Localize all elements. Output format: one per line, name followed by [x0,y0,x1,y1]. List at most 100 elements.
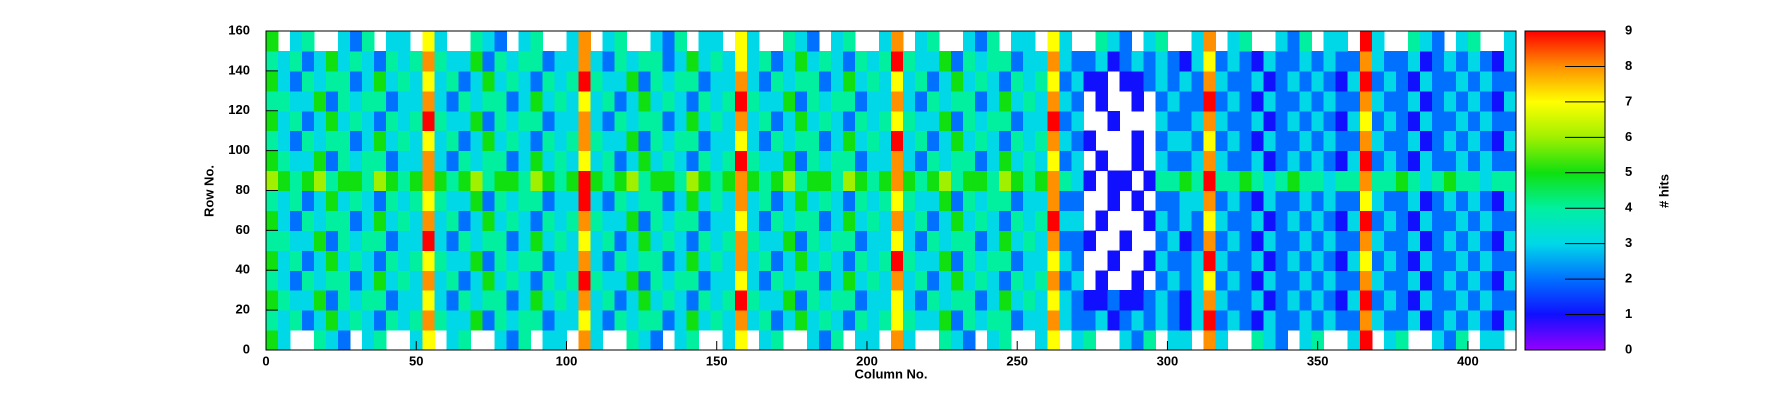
heatmap-cell [518,190,531,211]
heatmap-cell [374,210,387,231]
heatmap-cell [1155,31,1168,52]
heatmap-cell [987,210,1000,231]
heatmap-cell [470,210,483,231]
heatmap-cell [506,90,519,112]
heatmap-cell [975,270,988,291]
heatmap-cell [866,210,880,231]
heatmap-cell [446,50,459,72]
heatmap-cell [290,250,303,271]
heatmap-cell [266,190,279,211]
heatmap-cell [566,31,579,52]
heatmap-cell [1431,230,1445,251]
heatmap-cell [422,90,435,112]
heatmap-cell [1071,150,1084,172]
heatmap-cell [1455,310,1469,331]
heatmap-cell [999,290,1012,311]
heatmap-cell [1263,310,1277,331]
heatmap-cell [1047,70,1060,92]
heatmap-cell [830,150,844,172]
heatmap-cell [1035,170,1048,191]
heatmap-cell [398,31,411,52]
heatmap-cell [794,190,808,211]
heatmap-cell [1479,210,1493,231]
heatmap-cell [939,110,952,132]
heatmap-cell [338,150,351,172]
y-tick-label: 120 [228,102,250,117]
heatmap-cell [1227,250,1241,271]
heatmap-cell [590,310,604,331]
heatmap-cell [614,70,628,92]
heatmap-cell [506,330,519,351]
heatmap-cell [975,190,988,211]
heatmap-cell [878,170,892,191]
heatmap-cell [686,310,700,331]
heatmap-cell [686,170,700,191]
heatmap-cell [722,90,736,112]
heatmap-cell [915,310,928,331]
heatmap-cell [951,110,964,132]
heatmap-cell [1251,270,1265,291]
heatmap-cell [1179,50,1192,72]
heatmap-cell [422,130,435,152]
heatmap-cell [698,270,712,291]
heatmap-cell [1323,250,1337,271]
heatmap-cell [1359,250,1373,271]
heatmap-cell [386,130,399,152]
heatmap-cell [494,310,507,331]
heatmap-cell [963,170,976,191]
heatmap-cell [1323,310,1337,331]
heatmap-cell [1299,330,1313,351]
heatmap-cell [770,330,784,351]
heatmap-cell [554,270,567,291]
heatmap-cell [1179,110,1192,132]
heatmap-cell [1395,90,1409,112]
heatmap-cell [542,270,555,291]
heatmap-cell [818,70,832,92]
heatmap-cell [963,130,976,152]
heatmap-cell [626,50,640,72]
heatmap-cell [927,130,940,152]
heatmap-cell [626,310,640,331]
heatmap-cell [590,270,604,291]
heatmap-cell [1287,170,1301,191]
heatmap-cell [1203,31,1217,52]
heatmap-cell [866,190,880,211]
heatmap-cell [1467,31,1481,52]
heatmap-cell [578,150,592,172]
heatmap-cell [1491,170,1505,191]
heatmap-cell [1239,190,1253,211]
heatmap-cell [278,130,291,152]
heatmap-cell [698,190,712,211]
heatmap-cell [963,70,976,92]
heatmap-cell [470,150,483,172]
heatmap-cell [1191,50,1204,72]
heatmap-cell [1131,70,1144,92]
heatmap-cell [927,110,940,132]
heatmap-cell [1167,130,1180,152]
heatmap-cell [398,90,411,112]
heatmap-cell [482,110,495,132]
heatmap-cell [1299,90,1313,112]
heatmap-cell [1275,310,1289,331]
heatmap-cell [1431,270,1445,291]
heatmap-cell [1491,210,1505,231]
heatmap-cell [1071,110,1084,132]
heatmap-cell [1263,230,1277,251]
heatmap-cell [626,70,640,92]
heatmap-cell [1251,230,1265,251]
heatmap-cell [590,70,604,92]
heatmap-cell [1215,270,1229,291]
heatmap-cell [530,310,543,331]
heatmap-cell [1083,290,1096,311]
heatmap-cell [1083,70,1096,92]
heatmap-cell [782,70,796,92]
heatmap-cell [494,210,507,231]
x-tick-label: 350 [1307,353,1329,368]
heatmap-cell [1407,50,1421,72]
heatmap-cell [614,110,628,132]
heatmap-cell [1167,230,1180,251]
heatmap-cell [770,190,784,211]
heatmap-cell [830,210,844,231]
heatmap-cell [686,230,700,251]
heatmap-cell [975,210,988,231]
